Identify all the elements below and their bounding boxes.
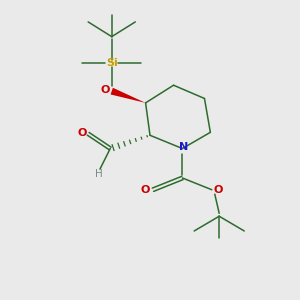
Text: O: O (141, 185, 150, 195)
Text: Si: Si (106, 58, 118, 68)
Text: O: O (77, 128, 86, 138)
Polygon shape (111, 88, 146, 103)
Text: H: H (94, 169, 102, 179)
Text: O: O (100, 85, 110, 94)
Text: N: N (179, 142, 188, 152)
Text: O: O (214, 185, 223, 195)
